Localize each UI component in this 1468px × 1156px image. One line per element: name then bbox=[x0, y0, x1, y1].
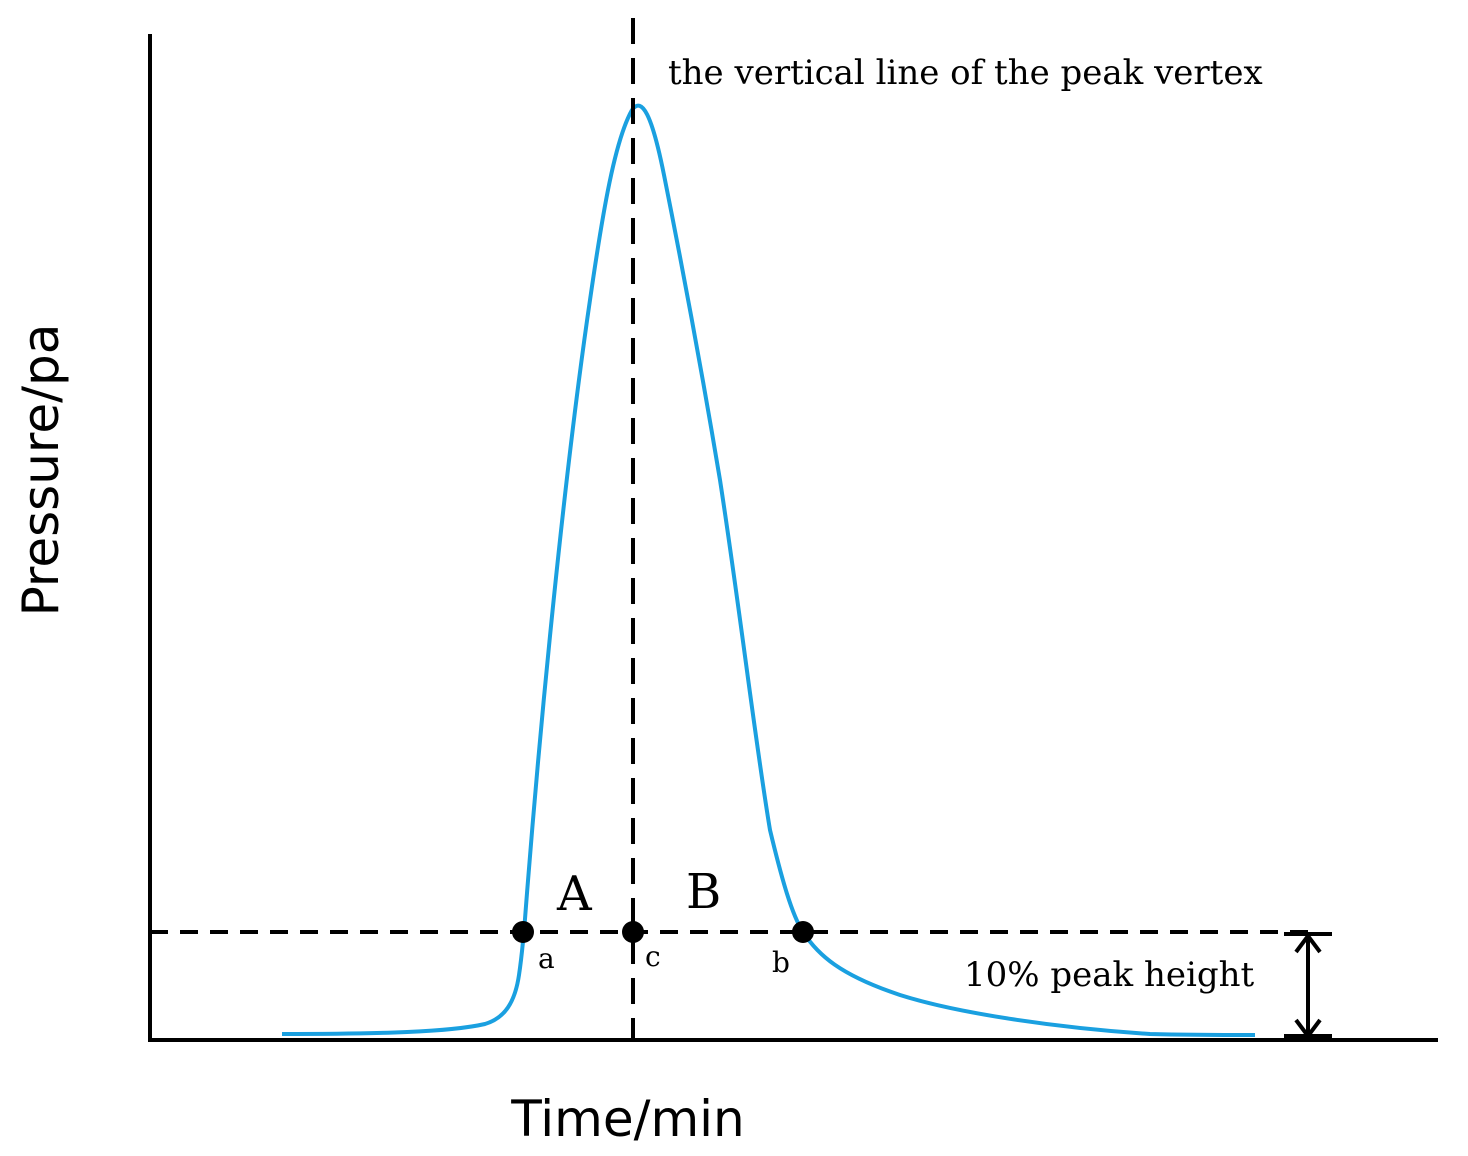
point-a-label: a bbox=[538, 942, 555, 975]
peak-curve bbox=[281, 103, 1256, 1037]
point-b-label: b bbox=[772, 946, 790, 979]
region-a-label: A bbox=[556, 866, 593, 922]
height-arrowhead-up bbox=[1294, 932, 1322, 954]
point-c-marker bbox=[622, 921, 644, 943]
point-a-marker bbox=[512, 921, 534, 943]
ten-percent-height-label: 10% peak height bbox=[964, 955, 1254, 995]
point-c-label: c bbox=[645, 940, 661, 973]
x-axis-label: Time/min bbox=[510, 1090, 745, 1148]
point-b-marker bbox=[792, 921, 814, 943]
y-axis-label: Pressure/pa bbox=[12, 324, 70, 617]
region-b-label: B bbox=[686, 864, 721, 920]
height-arrowhead-down bbox=[1294, 1018, 1322, 1040]
vertex-line-label: the vertical line of the peak vertex bbox=[668, 53, 1263, 93]
